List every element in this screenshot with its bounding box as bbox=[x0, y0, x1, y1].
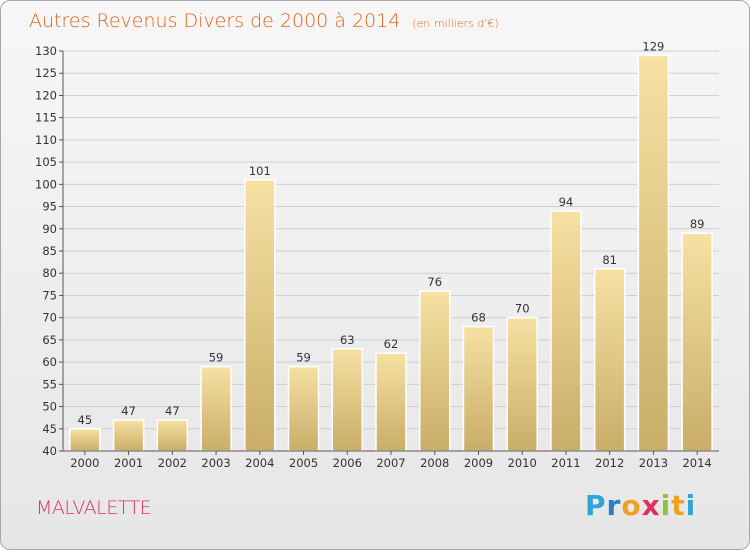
y-tick-label: 130 bbox=[35, 44, 57, 58]
bar-value-label: 59 bbox=[296, 351, 311, 365]
bar-value-label: 94 bbox=[559, 195, 574, 209]
y-tick-label: 50 bbox=[42, 400, 57, 414]
bar-2001 bbox=[112, 419, 145, 452]
x-tick-label: 2009 bbox=[464, 456, 493, 470]
y-tick-label: 100 bbox=[35, 177, 57, 191]
bar-value-label: 45 bbox=[78, 413, 93, 427]
commune-name: MALVALETTE bbox=[36, 497, 152, 519]
bar-2004 bbox=[244, 179, 276, 452]
x-tick-label: 2000 bbox=[70, 456, 99, 470]
bar-value-label: 101 bbox=[249, 164, 271, 178]
y-tick-label: 95 bbox=[42, 200, 57, 214]
x-tick-label: 2014 bbox=[682, 456, 711, 470]
bar-value-label: 76 bbox=[427, 275, 442, 289]
chart-title: Autres Revenus Divers de 2000 à 2014 (en… bbox=[29, 10, 499, 32]
y-tick-label: 115 bbox=[35, 111, 57, 125]
x-tick-label: 2007 bbox=[376, 456, 405, 470]
bar-value-label: 68 bbox=[471, 311, 486, 325]
y-tick-label: 40 bbox=[42, 444, 57, 458]
bar-value-label: 63 bbox=[340, 333, 355, 347]
y-axis: 40 45 50 55 60 65 70 75 80 85 90 95 100 105 110 115 120 1… bbox=[35, 44, 64, 458]
bar-value-label: 47 bbox=[165, 404, 180, 418]
x-tick-label: 2006 bbox=[333, 456, 362, 470]
bar-2002 bbox=[156, 419, 189, 452]
logo-letter: x bbox=[641, 489, 661, 522]
chart-title-unit: (en milliers d'€) bbox=[412, 17, 499, 30]
y-tick-label: 60 bbox=[42, 355, 57, 369]
logo-letter: o bbox=[621, 489, 642, 522]
bar-value-label: 89 bbox=[690, 217, 705, 231]
bar-2014 bbox=[681, 232, 713, 452]
x-axis: 2000 2001 2002 2003 2004 2005 2006 2007 2008 2009… bbox=[63, 450, 719, 470]
bar-value-label: 81 bbox=[602, 253, 617, 267]
bar-2000 bbox=[69, 428, 101, 452]
x-tick-label: 2001 bbox=[114, 456, 143, 470]
bar-2005 bbox=[287, 365, 320, 452]
x-tick-label: 2002 bbox=[158, 456, 187, 470]
x-tick-label: 2008 bbox=[420, 456, 449, 470]
x-tick-label: 2004 bbox=[245, 456, 274, 470]
y-tick-label: 75 bbox=[42, 288, 57, 302]
bar-2012 bbox=[593, 268, 626, 452]
bar-2009 bbox=[462, 325, 495, 452]
logo-letter: i bbox=[685, 489, 697, 522]
y-tick-label: 110 bbox=[35, 133, 57, 147]
bar-value-label: 59 bbox=[209, 351, 224, 365]
bar-value-label: 47 bbox=[121, 404, 136, 418]
y-tick-label: 105 bbox=[35, 155, 57, 169]
y-tick-label: 70 bbox=[42, 311, 57, 325]
chart-title-main: Autres Revenus Divers de 2000 à 2014 bbox=[29, 10, 401, 32]
bar-2008 bbox=[418, 290, 451, 452]
bar-value-label: 70 bbox=[515, 302, 530, 316]
bar-2006 bbox=[331, 348, 364, 452]
logo-letter: P bbox=[585, 489, 607, 522]
bar-2011 bbox=[550, 210, 582, 452]
bar-2003 bbox=[200, 365, 232, 452]
y-tick-label: 90 bbox=[42, 222, 57, 236]
y-tick-label: 80 bbox=[42, 266, 57, 280]
x-tick-label: 2012 bbox=[595, 456, 624, 470]
bar-2013 bbox=[637, 54, 670, 452]
logo-letter: i bbox=[660, 489, 672, 522]
y-tick-label: 65 bbox=[42, 333, 57, 347]
bar-value-label: 62 bbox=[384, 337, 399, 351]
y-tick-label: 125 bbox=[35, 66, 57, 80]
bar-value-label: 129 bbox=[642, 39, 664, 53]
proxiti-logo: Proxiti bbox=[585, 489, 696, 522]
bar-2007 bbox=[375, 352, 407, 452]
y-tick-label: 85 bbox=[42, 244, 57, 258]
x-tick-label: 2010 bbox=[508, 456, 537, 470]
x-tick-label: 2013 bbox=[639, 456, 668, 470]
x-tick-label: 2011 bbox=[551, 456, 580, 470]
bars: 45 47 47 59 101 59 63 62 76 68 70 94 81 129 89 bbox=[69, 39, 713, 452]
x-tick-label: 2005 bbox=[289, 456, 318, 470]
x-tick-label: 2003 bbox=[201, 456, 230, 470]
logo-letter: t bbox=[671, 489, 686, 522]
y-tick-label: 55 bbox=[42, 377, 57, 391]
bar-2010 bbox=[506, 316, 538, 452]
logo-letter: r bbox=[606, 489, 622, 522]
y-tick-label: 120 bbox=[35, 88, 57, 102]
y-tick-label: 45 bbox=[42, 422, 57, 436]
